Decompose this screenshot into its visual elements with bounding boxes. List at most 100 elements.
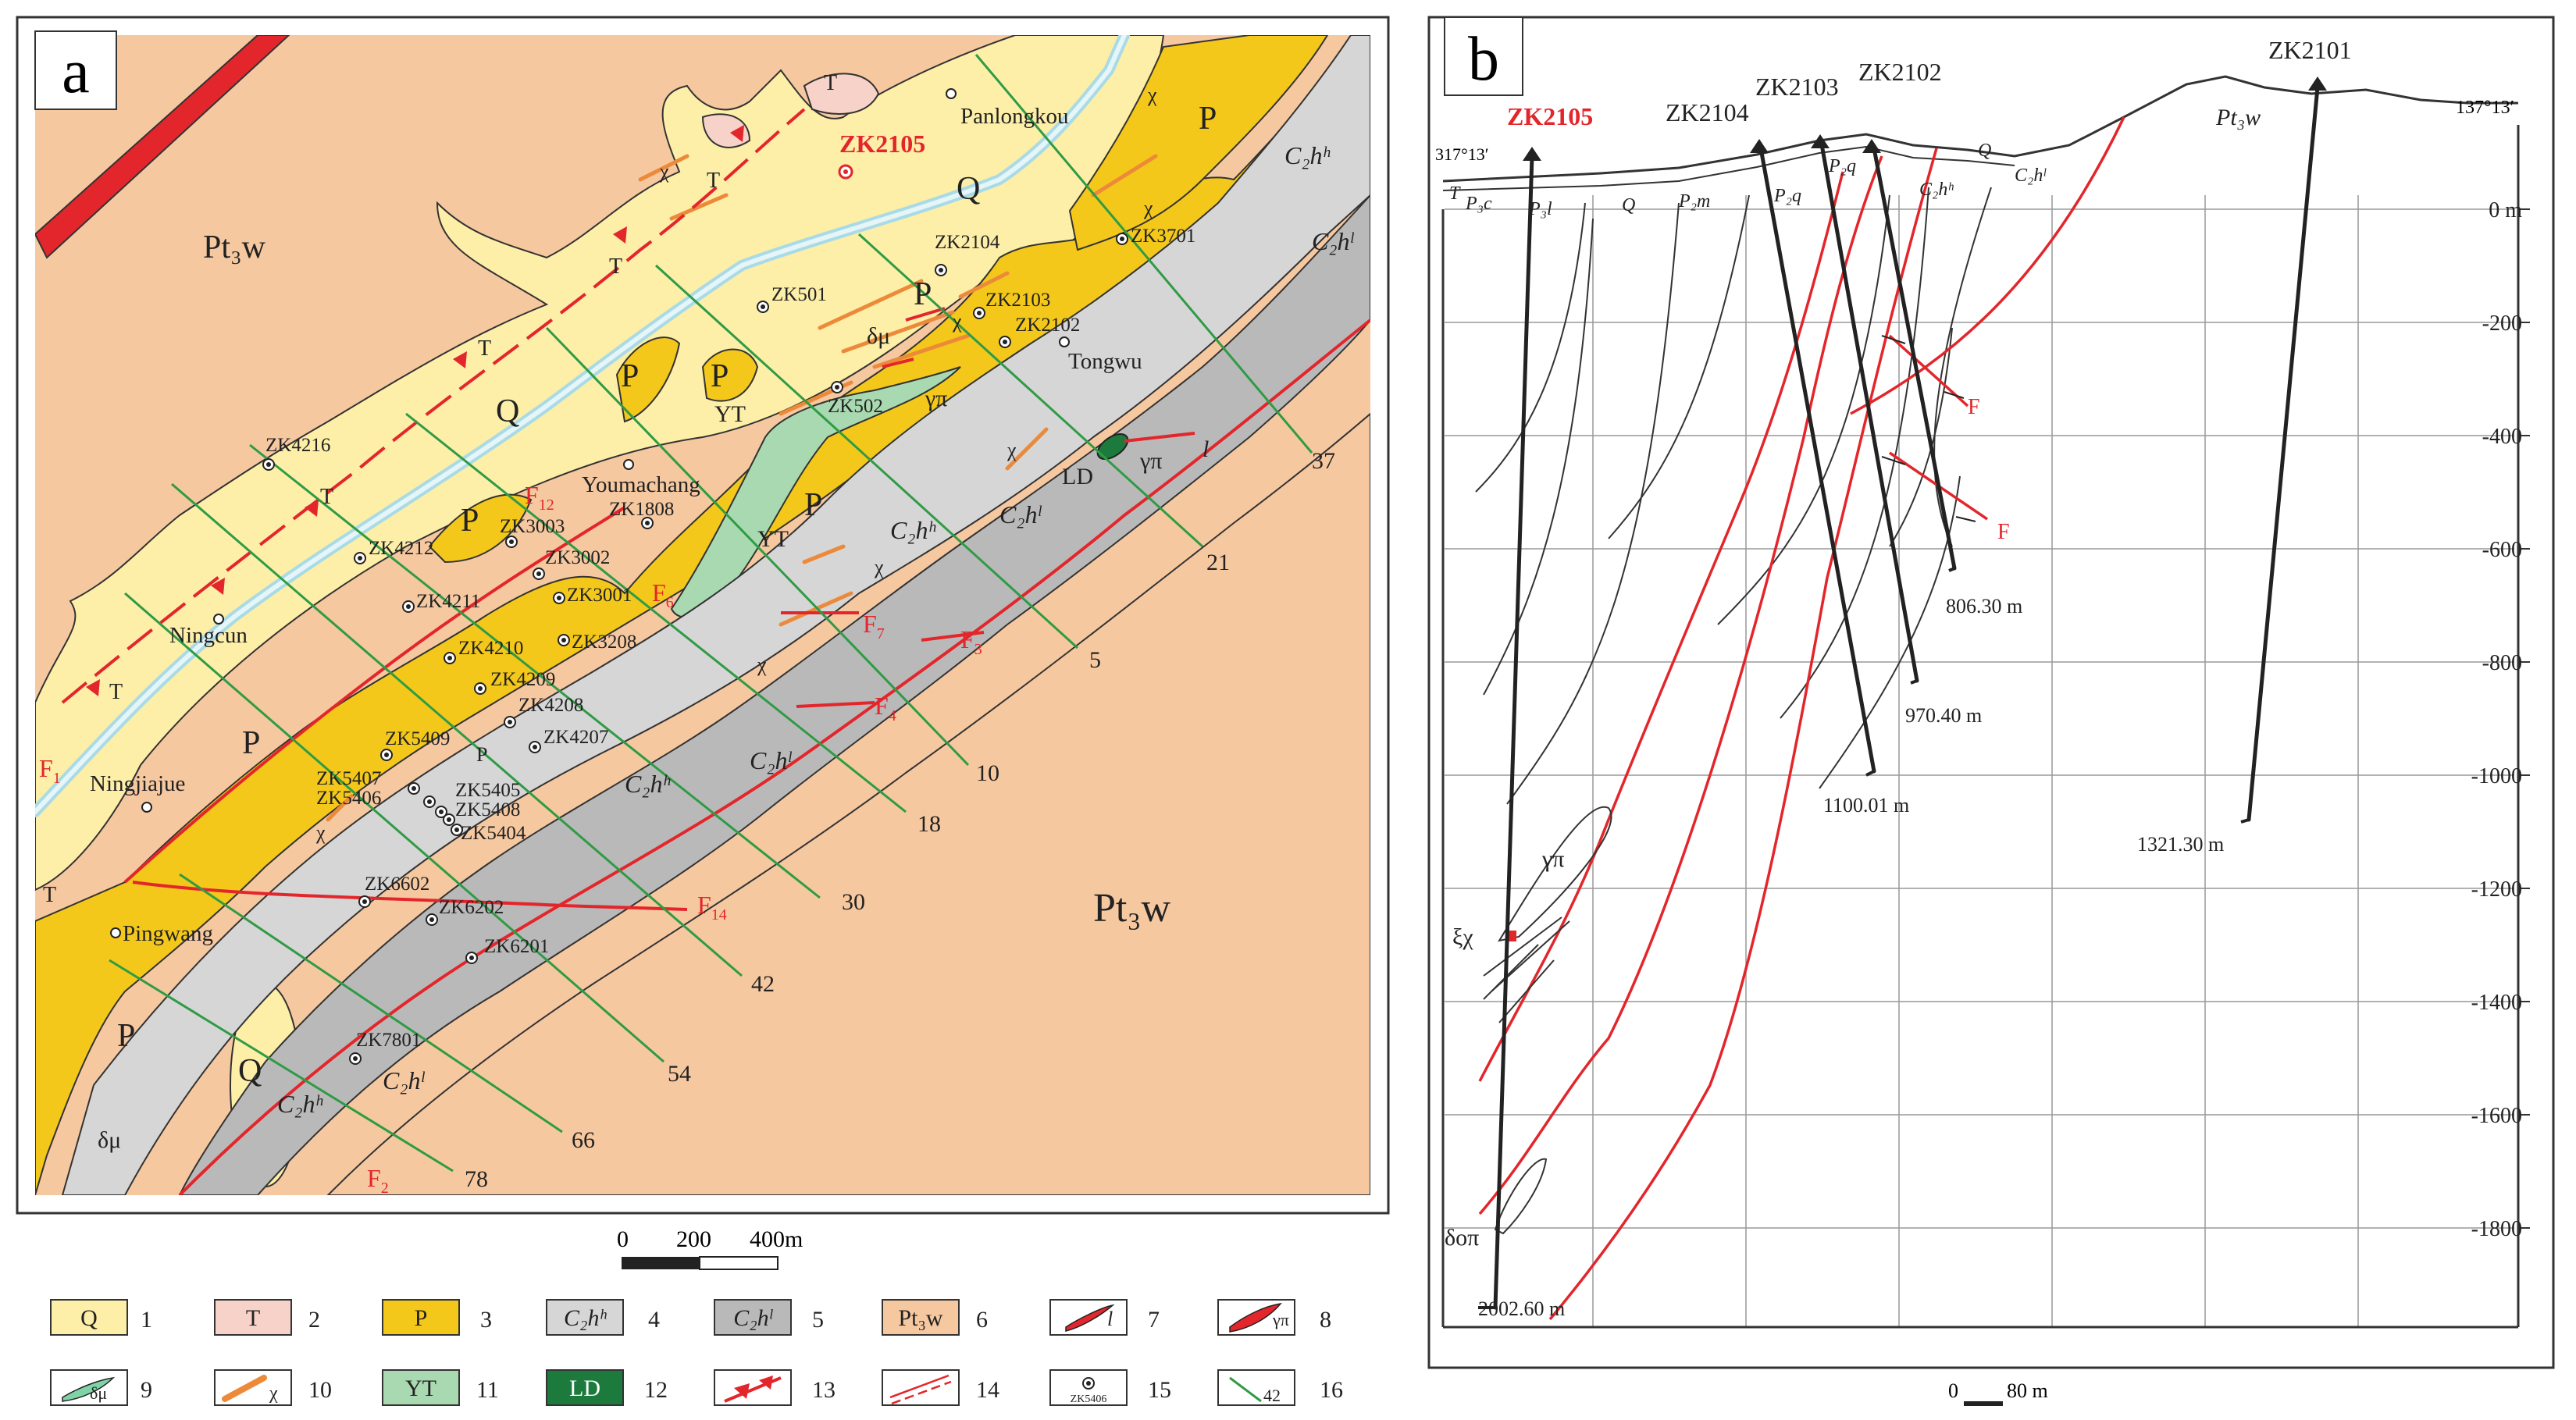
map-unit-labels: Pt₃w Pt₃w Q Q Q P P P P P P P P P [117, 101, 1217, 1089]
village-markers [110, 88, 1070, 938]
zk2105-section-label: ZK2105 [1507, 102, 1593, 130]
svg-text:ZK6602: ZK6602 [365, 874, 429, 895]
svg-text:l: l [1202, 436, 1209, 462]
svg-text:P: P [711, 358, 729, 394]
svg-text:δμ: δμ [98, 1127, 121, 1153]
svg-text:γπ: γπ [1272, 1310, 1289, 1329]
svg-text:66: 66 [572, 1127, 595, 1153]
fault-dip-arrows [1881, 335, 1976, 522]
hole-labels: ZK2104 ZK2103 ZK2102 ZK2101 [1666, 36, 2352, 126]
svg-text:Q: Q [238, 1053, 262, 1089]
svg-text:C₂hʰ: C₂hʰ [625, 770, 671, 798]
svg-text:Pt₃w: Pt₃w [1093, 886, 1170, 931]
unit-pt3w-se [326, 412, 1370, 1195]
svg-text:C₂hˡ: C₂hˡ [2015, 165, 2047, 186]
borehole-labels: ZK2104 ZK2103 ZK2102 ZK501 ZK502 ZK3701 … [265, 226, 1195, 1051]
svg-text:P: P [242, 725, 260, 761]
svg-text:Q: Q [1978, 141, 1991, 161]
svg-text:ZK5409: ZK5409 [385, 728, 450, 749]
svg-text:T: T [478, 336, 491, 361]
fault-labels: F1 F2 F3 F4 F6 F7 F12 F14 [39, 481, 982, 1197]
svg-text:ZK5406: ZK5406 [1071, 1393, 1107, 1405]
svg-text:ZK1808: ZK1808 [609, 499, 674, 520]
svg-text:ZK6201: ZK6201 [484, 936, 549, 957]
svg-text:Pt₃w: Pt₃w [203, 230, 266, 265]
svg-text:-600: -600 [2482, 538, 2522, 562]
intrusion-labels: YT YT LD δμ δμ γπ γπ l [98, 323, 1209, 1153]
svg-text:ZK2103: ZK2103 [1755, 73, 1839, 101]
svg-text:ZK3003: ZK3003 [500, 516, 565, 537]
svg-text:ZK5407: ZK5407 [316, 768, 381, 789]
svg-text:ZK2104: ZK2104 [935, 232, 1000, 253]
svg-text:30: 30 [842, 889, 865, 915]
svg-text:Tongwu: Tongwu [1068, 349, 1142, 374]
svg-text:11: 11 [476, 1377, 499, 1403]
svg-text:l: l [1107, 1308, 1113, 1330]
unit-p-island [615, 336, 681, 423]
svg-text:C₂hˡ: C₂hˡ [750, 746, 792, 774]
svg-text:P: P [914, 276, 932, 312]
svg-text:P: P [804, 487, 822, 523]
svg-text:χ: χ [315, 821, 326, 844]
svg-text:ZK5406: ZK5406 [316, 788, 381, 809]
borehole-ends [1478, 567, 2250, 1309]
svg-text:Ningjiajue: Ningjiajue [90, 771, 185, 796]
svg-text:Pt₃w: Pt₃w [898, 1305, 942, 1331]
legend-item-3: P 3 [382, 1299, 492, 1336]
topography [1442, 75, 2518, 183]
svg-text:0 m: 0 m [2489, 198, 2522, 222]
zk2105-label: ZK2105 [839, 130, 925, 158]
svg-text:χ: χ [1007, 439, 1017, 461]
svg-text:C₂hʰ: C₂hʰ [890, 516, 936, 544]
svg-text:T: T [609, 254, 622, 279]
svg-text:P₃l: P₃l [1528, 199, 1552, 219]
svg-text:-1200: -1200 [2471, 877, 2522, 902]
svg-text:ZK3701: ZK3701 [1131, 226, 1195, 247]
svg-text:C₂hʰ: C₂hʰ [1284, 141, 1331, 169]
svg-text:7: 7 [1148, 1307, 1160, 1333]
svg-text:C₂hˡ: C₂hˡ [383, 1066, 425, 1094]
svg-text:LD: LD [569, 1376, 600, 1401]
intrusive-bodies [1483, 806, 1612, 1235]
section-boreholes [1493, 85, 2320, 1310]
svg-text:42: 42 [1263, 1386, 1281, 1405]
legend-item-2: T 2 [214, 1299, 320, 1336]
svg-text:ZK3208: ZK3208 [572, 632, 636, 653]
unit-p-island [701, 348, 759, 402]
section-faults [1478, 116, 2125, 1321]
svg-text:ZK3002: ZK3002 [545, 547, 610, 568]
t-labels: T T T T T T T [43, 71, 837, 907]
svg-text:Q: Q [496, 393, 519, 429]
svg-text:χ: χ [1143, 197, 1153, 219]
thrust-teeth [86, 125, 744, 696]
lamprophyre-dyke [35, 35, 290, 259]
svg-text:54: 54 [668, 1061, 691, 1087]
section-lines [109, 54, 1313, 1173]
legend-item-11: YT 11 [382, 1369, 499, 1406]
svg-text:ZK2102: ZK2102 [1015, 315, 1080, 336]
svg-text:χ: χ [659, 160, 669, 183]
svg-text:42: 42 [751, 971, 775, 997]
svg-text:Panlongkou: Panlongkou [960, 104, 1069, 129]
svg-text:ZK4209: ZK4209 [490, 669, 555, 690]
svg-text:χ: χ [1147, 84, 1157, 106]
svg-text:F1: F1 [39, 754, 61, 787]
village-labels: Panlongkou Tongwu Youmachang Ningcun Nin… [90, 104, 1142, 946]
svg-text:ZK4210: ZK4210 [458, 638, 523, 659]
svg-text:LD: LD [1062, 464, 1093, 489]
depth-labels: 2002.60 m 1100.01 m 970.40 m 806.30 m 13… [1478, 595, 2224, 1320]
svg-text:18: 18 [917, 811, 941, 837]
section-fault-labels: F F [1968, 395, 2010, 544]
depth-axis [2518, 208, 2530, 1229]
svg-text:F4: F4 [875, 692, 896, 724]
svg-text:10: 10 [976, 760, 999, 786]
svg-text:10: 10 [308, 1377, 332, 1403]
legend-item-15: ZK5406 15 [1049, 1369, 1171, 1406]
legend-item-6: Pt₃w 6 [882, 1299, 988, 1336]
svg-text:P₂m: P₂m [1678, 191, 1710, 212]
svg-text:T: T [707, 169, 720, 193]
svg-text:Pt₃w: Pt₃w [2215, 105, 2261, 130]
svg-text:2: 2 [308, 1307, 320, 1333]
legend-item-16: 42 16 [1217, 1369, 1343, 1406]
